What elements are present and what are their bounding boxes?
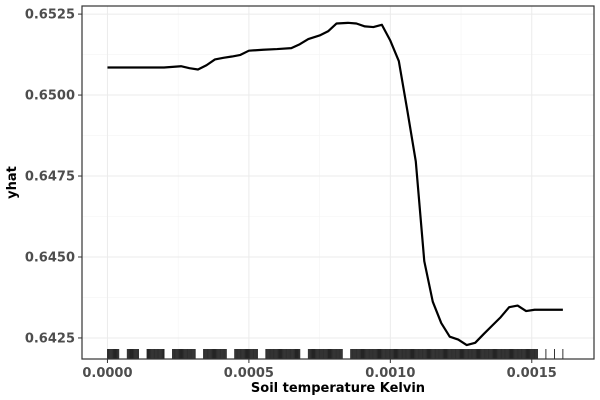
y-axis: 0.6425 0.6450 0.6475 0.6500 0.6525 xyxy=(25,8,82,346)
y-tick-label: 0.6525 xyxy=(25,8,75,23)
rug-marks xyxy=(107,349,564,359)
y-tick-label: 0.6475 xyxy=(25,170,75,185)
y-axis-title: yhat xyxy=(5,166,20,199)
y-tick-label: 0.6425 xyxy=(25,331,75,346)
panel-border xyxy=(81,5,595,360)
x-axis: 0.0000 0.0005 0.0010 0.0015 xyxy=(82,359,557,381)
x-tick-label: 0.0015 xyxy=(507,366,557,381)
y-tick-label: 0.6450 xyxy=(25,250,75,265)
minor-gridlines xyxy=(82,6,594,359)
series-line xyxy=(107,21,563,347)
x-tick-label: 0.0010 xyxy=(365,366,415,381)
major-gridlines xyxy=(82,6,594,359)
x-tick-label: 0.0005 xyxy=(224,366,274,381)
y-tick-label: 0.6500 xyxy=(25,89,75,104)
panel-background xyxy=(82,6,594,359)
x-axis-title: Soil temperature Kelvin xyxy=(251,381,425,396)
x-tick-label: 0.0000 xyxy=(82,366,132,381)
